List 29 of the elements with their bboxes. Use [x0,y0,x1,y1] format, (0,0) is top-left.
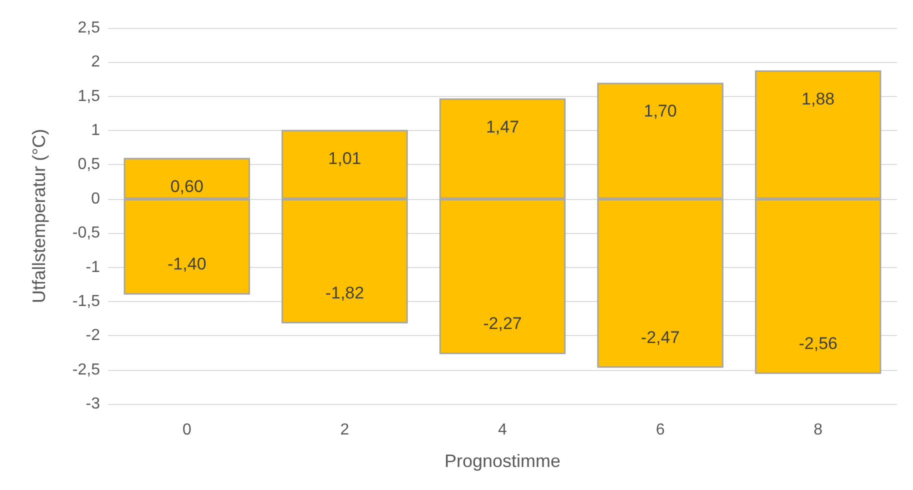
x-tick-label: 2 [340,422,350,438]
y-tick-label: 1,5 [78,88,100,105]
y-tick-label: -2 [86,327,100,344]
data-label: -1,40 [168,254,206,274]
x-axis-title: Prognostimme [444,451,561,471]
x-tick-label: 6 [656,422,665,438]
data-label: -2,56 [798,334,838,353]
y-tick-label: -3 [86,396,100,412]
y-tick-label: 2,5 [78,20,100,36]
y-axis-title: Utfallstemperatur (°C) [29,128,49,304]
data-label: 1,70 [644,102,677,121]
y-tick-label: 1 [91,122,100,140]
x-tick-label: 4 [498,422,508,438]
data-label: 1,01 [328,148,362,168]
data-label: -2,47 [640,328,680,347]
y-tick-label: 0,5 [78,156,100,174]
y-tick-label: 0 [91,190,100,208]
data-label: -2,27 [483,314,522,334]
y-tick-label: -2,5 [72,361,100,378]
y-tick-label: -1,5 [72,292,100,310]
x-tick-label: 0 [182,422,192,438]
x-tick-label: 8 [814,422,823,438]
y-tick-label: 2 [91,54,100,71]
data-label: 1,88 [802,89,835,108]
y-tick-label: -1 [86,258,100,276]
y-tick-label: -0,5 [72,224,100,242]
data-label: 0,60 [170,176,204,196]
data-label: -1,82 [325,283,364,302]
data-label: 1,47 [486,117,520,136]
